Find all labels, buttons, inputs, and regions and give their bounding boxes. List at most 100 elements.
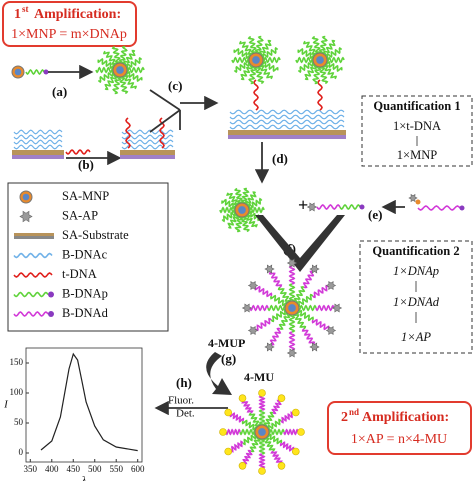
x-tick-label: 350 <box>24 464 38 474</box>
dna-strand <box>288 283 296 303</box>
y-tick-label: 50 <box>14 417 24 427</box>
biotin <box>359 204 365 210</box>
dna-strand <box>253 79 259 111</box>
dna-strand <box>226 192 241 206</box>
legend-label: B-DNAc <box>62 247 108 261</box>
dna-strand <box>95 66 115 74</box>
dna-strand <box>321 64 337 80</box>
mnp-core <box>288 304 296 312</box>
dna-strand <box>242 432 258 446</box>
dna-strand <box>244 191 257 207</box>
mnp-core <box>252 56 260 64</box>
dna-strand <box>231 56 251 64</box>
legend-label: B-DNAp <box>62 286 108 300</box>
legend-label: t-DNA <box>62 267 97 281</box>
dna-strand <box>65 149 91 155</box>
dna-strand <box>13 252 53 259</box>
step-label: (c) <box>168 78 182 93</box>
dna-strand <box>248 412 262 428</box>
quant-line: 1×t-DNA <box>393 119 441 133</box>
dna-strand <box>301 328 316 345</box>
dna-strand <box>230 440 244 453</box>
dna-strand <box>246 197 263 211</box>
dna-strand <box>325 56 345 64</box>
dna-strand <box>234 215 244 233</box>
detection-text: Det. <box>176 408 195 420</box>
dna-strand <box>104 73 117 91</box>
dna-strand <box>97 70 116 83</box>
dna-strand <box>233 60 252 73</box>
substrate-base <box>228 135 346 139</box>
substrate-base <box>120 155 175 159</box>
reagent: 4-MU <box>244 370 274 384</box>
dna-strand <box>239 428 257 436</box>
mnp-core <box>14 68 22 76</box>
dna-strand <box>241 400 254 414</box>
dna-strand <box>262 436 276 452</box>
dna-strand <box>288 313 296 333</box>
fluorophore <box>224 447 233 456</box>
dna-strand <box>240 187 250 205</box>
dna-strand <box>266 418 282 432</box>
dna-strand <box>267 428 285 436</box>
ap <box>247 326 259 335</box>
quant-line: 1×MNP <box>397 148 437 162</box>
fluorophore <box>297 428 305 436</box>
dna-strand <box>241 419 258 431</box>
biotin <box>415 199 421 205</box>
y-tick-label: 0 <box>19 447 24 457</box>
dna-strand <box>268 271 283 288</box>
dna-strand <box>303 40 319 56</box>
dna-strand <box>229 114 345 120</box>
dna-strand <box>260 47 279 60</box>
fluorophore <box>238 394 247 403</box>
dna-strand <box>97 58 116 69</box>
merge-arrow <box>255 215 345 272</box>
dna-strand <box>278 312 291 330</box>
step-label: (h) <box>176 375 192 390</box>
ap <box>331 303 343 313</box>
dna-strand <box>257 64 273 80</box>
x-tick-label: 400 <box>45 464 59 474</box>
dna-strand <box>258 453 266 469</box>
dna-strand <box>317 79 323 111</box>
x-tick-label: 550 <box>109 464 123 474</box>
legend-label: SA-AP <box>62 208 98 222</box>
arrow <box>149 109 181 133</box>
dna-strand <box>261 56 281 64</box>
quant-title: Quantification 2 <box>372 244 459 258</box>
dna-strand <box>229 119 345 125</box>
reagent: 4-MUP <box>208 336 245 350</box>
dna-strand <box>292 312 307 330</box>
dna-strand <box>248 65 258 85</box>
ap <box>286 348 298 358</box>
dna-strand <box>246 210 263 222</box>
substrate <box>12 150 64 155</box>
dna-strand <box>229 412 245 423</box>
dna-strand <box>13 291 49 298</box>
dna-strand <box>125 66 145 74</box>
ap <box>309 342 320 352</box>
dna-strand <box>324 61 343 72</box>
dna-strand <box>254 35 264 55</box>
legend-label: SA-MNP <box>62 189 109 203</box>
substrate <box>14 233 54 236</box>
dna-strand <box>239 40 255 56</box>
substrate <box>120 150 175 155</box>
dna-strand <box>13 134 63 140</box>
step-label: (a) <box>52 84 67 99</box>
dna-strand <box>339 204 361 210</box>
dna-strand <box>254 65 265 85</box>
dna-strand <box>103 50 119 66</box>
dna-strand <box>304 63 317 81</box>
dna-strand <box>242 449 253 465</box>
quantification-box <box>361 95 473 167</box>
dna-strand <box>13 311 49 317</box>
dna-strand <box>247 206 265 214</box>
x-tick-label: 600 <box>131 464 145 474</box>
dna-strand <box>240 215 251 233</box>
amp-equation: 1×AP = n×4-MU <box>351 432 447 447</box>
substrate-base <box>12 155 64 159</box>
dna-strand <box>279 441 295 452</box>
